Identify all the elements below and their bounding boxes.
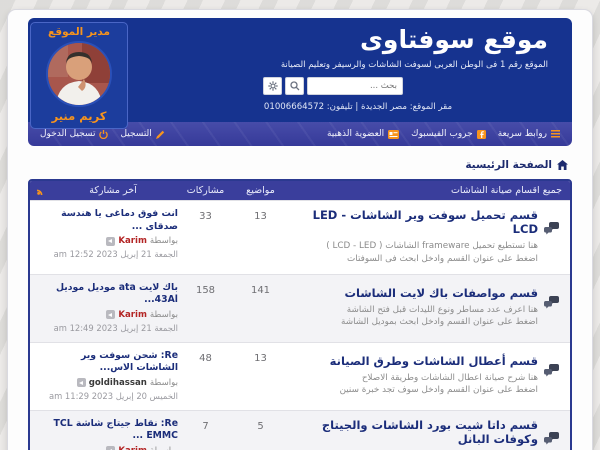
site-subtitle: الموقع رقم 1 فى الوطن العربى لسوفت الشاش…: [280, 59, 548, 70]
forum-desc: هنا اعرف عدد مساطر ونوع الليدات قبل فتح …: [341, 304, 538, 328]
navbar-right-group: روابط سريعة جروب الفيسبوك: [327, 129, 560, 139]
last-post-cell: Re: نقاط جيتاج شاشة TCL EMMC ... بواسطة …: [34, 418, 178, 450]
forum-icon-wrap: [538, 418, 564, 450]
avatar-photo: [48, 43, 110, 105]
nav-login[interactable]: تسجيل الدخول: [40, 129, 109, 139]
forum-desc: هنا شرح صيانة اعطال الشاشات وطريقة الاصل…: [339, 372, 538, 396]
header-text: موقع سوفتاوى الموقع رقم 1 فى الوطن العرب…: [158, 25, 548, 112]
forum-info: قسم تحميل سوفت وير الشاشات LED - LCD هنا…: [288, 208, 538, 266]
forum-title-link[interactable]: قسم داتا شيت بورد الشاشات والجيتاج وكوفا…: [321, 417, 538, 446]
column-forums: جميع اقسام صيانة الشاشات: [450, 185, 562, 196]
posts-count: 7: [202, 420, 209, 432]
search-row: [158, 76, 508, 95]
breadcrumb: الصفحة الرئيسية: [32, 159, 568, 171]
forum-icon-wrap: [538, 282, 564, 334]
last-post-author-link[interactable]: Karim: [118, 446, 147, 450]
forum-icon-wrap: [538, 208, 564, 266]
forum-info: قسم أعطال الشاشات وطرق الصيانة هنا شرح ص…: [288, 350, 538, 402]
posts-count: 33: [199, 211, 212, 222]
goto-last-post-icon[interactable]: [106, 236, 116, 246]
search-button[interactable]: [285, 76, 304, 95]
topics-count: 5: [257, 420, 264, 432]
forum-row: قسم داتا شيت بورد الشاشات والجيتاج وكوفا…: [30, 409, 570, 450]
column-last-post: آخر مشاركة: [89, 185, 137, 196]
forum-bubbles-icon: [543, 295, 559, 308]
register-pencil-icon: [155, 130, 165, 139]
main-container: مدير الموقع كريم منير موقع سوفتاوى الموق…: [8, 10, 592, 450]
forum-info: قسم داتا شيت بورد الشاشات والجيتاج وكوفا…: [288, 418, 538, 450]
avatar[interactable]: [46, 41, 112, 107]
feed-icon: [37, 189, 43, 195]
by-label: بواسطة: [149, 236, 178, 247]
forum-table: جميع اقسام صيانة الشاشات مواضيع مشاركات …: [28, 179, 572, 450]
column-posts: مشاركات: [186, 185, 225, 196]
feed-icon-wrap[interactable]: [34, 187, 48, 195]
forum-bubbles-icon: [543, 431, 559, 445]
nav-golden-membership-label: العضوية الذهبية: [326, 129, 385, 139]
forum-title-link[interactable]: قسم أعطال الشاشات وطرق الصيانة: [329, 353, 538, 368]
membership-card-icon: [388, 129, 400, 139]
forum-desc: هنا تستطيع تحميل frameware الشاشات ( LCD…: [326, 241, 538, 264]
forum-row: قسم تحميل سوفت وير الشاشات LED - LCD هنا…: [30, 200, 570, 274]
last-post-author-link[interactable]: Karim: [118, 309, 147, 320]
forum-title-link[interactable]: قسم مواصفات باك لايت الشاشات: [344, 285, 539, 300]
topics-count: 13: [254, 211, 267, 222]
forum-table-header: جميع اقسام صيانة الشاشات مواضيع مشاركات …: [30, 181, 570, 200]
nav-login-label: تسجيل الدخول: [40, 129, 96, 139]
forum-title-link[interactable]: قسم تحميل سوفت وير الشاشات LED - LCD: [312, 208, 538, 236]
goto-last-post-icon[interactable]: [106, 310, 116, 320]
site-location: مقر الموقع: مصر الجديدة | تليفون: 010066…: [263, 101, 453, 112]
last-post-title-link[interactable]: Re: نقاط جيتاج شاشة TCL EMMC ...: [53, 417, 178, 442]
nav-register[interactable]: التسجيل: [120, 129, 165, 139]
nav-register-label: التسجيل: [120, 129, 152, 139]
forum-icon-wrap: [538, 350, 564, 402]
search-input[interactable]: [307, 76, 403, 95]
last-post-author-link[interactable]: goldihassan: [88, 377, 147, 388]
last-post-date: الجمعة 21 إبريل 2023 12:49 am: [53, 322, 178, 333]
goto-last-post-icon[interactable]: [76, 378, 86, 388]
menu-icon: [551, 130, 560, 138]
facebook-icon: [476, 129, 486, 139]
breadcrumb-home-link[interactable]: الصفحة الرئيسية: [465, 159, 552, 171]
posts-count: 48: [199, 352, 212, 364]
search-settings-button[interactable]: [263, 76, 282, 95]
last-post-title-link[interactable]: Re: شحن سوفت وير الشاشات الاس...: [80, 349, 178, 374]
nav-quick-links[interactable]: روابط سريعة: [498, 129, 560, 139]
last-post-title-link[interactable]: انت فوق دماغى يا هندسة صدقاى ...: [61, 208, 178, 232]
posts-count: 158: [195, 284, 216, 296]
forum-bubbles-icon: [543, 222, 559, 235]
site-title: موقع سوفتاوى: [360, 25, 548, 54]
header-wrap: مدير الموقع كريم منير موقع سوفتاوى الموق…: [28, 18, 572, 146]
gear-icon: [267, 81, 278, 91]
nav-facebook-group[interactable]: جروب الفيسبوك: [411, 129, 486, 139]
navbar-left-group: التسجيل تسجيل الدخول: [40, 129, 165, 139]
topics-count: 141: [250, 284, 271, 296]
last-post-cell: Re: شحن سوفت وير الشاشات الاس... بواسطة …: [34, 350, 178, 402]
nav-golden-membership[interactable]: العضوية الذهبية: [326, 129, 400, 139]
forum-bubbles-icon: [543, 363, 559, 377]
admin-name: كريم منير: [51, 109, 107, 123]
by-label: بواسطة: [149, 309, 178, 320]
forum-info: قسم مواصفات باك لايت الشاشات هنا اعرف عد…: [288, 282, 538, 334]
admin-profile-card[interactable]: مدير الموقع كريم منير: [30, 22, 128, 129]
last-post-cell: انت فوق دماغى يا هندسة صدقاى ... بواسطة …: [34, 208, 178, 266]
forum-row: قسم أعطال الشاشات وطرق الصيانة هنا شرح ص…: [30, 341, 570, 410]
last-post-cell: باك لايت ata موديل موديل 43Al... بواسطة …: [34, 282, 178, 334]
by-label: بواسطة: [150, 446, 178, 450]
last-post-date: الخميس 20 إبريل 2023 11:29 am: [48, 390, 178, 401]
admin-role-label: مدير الموقع: [48, 26, 110, 38]
topics-count: 13: [254, 352, 267, 364]
by-label: بواسطة: [149, 377, 178, 388]
column-topics: مواضيع: [246, 185, 275, 196]
forum-row: قسم مواصفات باك لايت الشاشات هنا اعرف عد…: [30, 273, 570, 342]
nav-facebook-group-label: جروب الفيسبوك: [411, 129, 473, 139]
search-icon: [289, 81, 299, 91]
login-power-icon: [99, 129, 109, 139]
last-post-title-link[interactable]: باك لايت ata موديل موديل 43Al...: [56, 281, 178, 306]
home-icon: [557, 160, 568, 170]
last-post-date: الجمعة 21 إبريل 2023 12:52 am: [53, 249, 178, 260]
nav-quick-links-label: روابط سريعة: [497, 129, 547, 139]
last-post-author-link[interactable]: Karim: [118, 236, 147, 247]
goto-last-post-icon[interactable]: [106, 446, 116, 450]
